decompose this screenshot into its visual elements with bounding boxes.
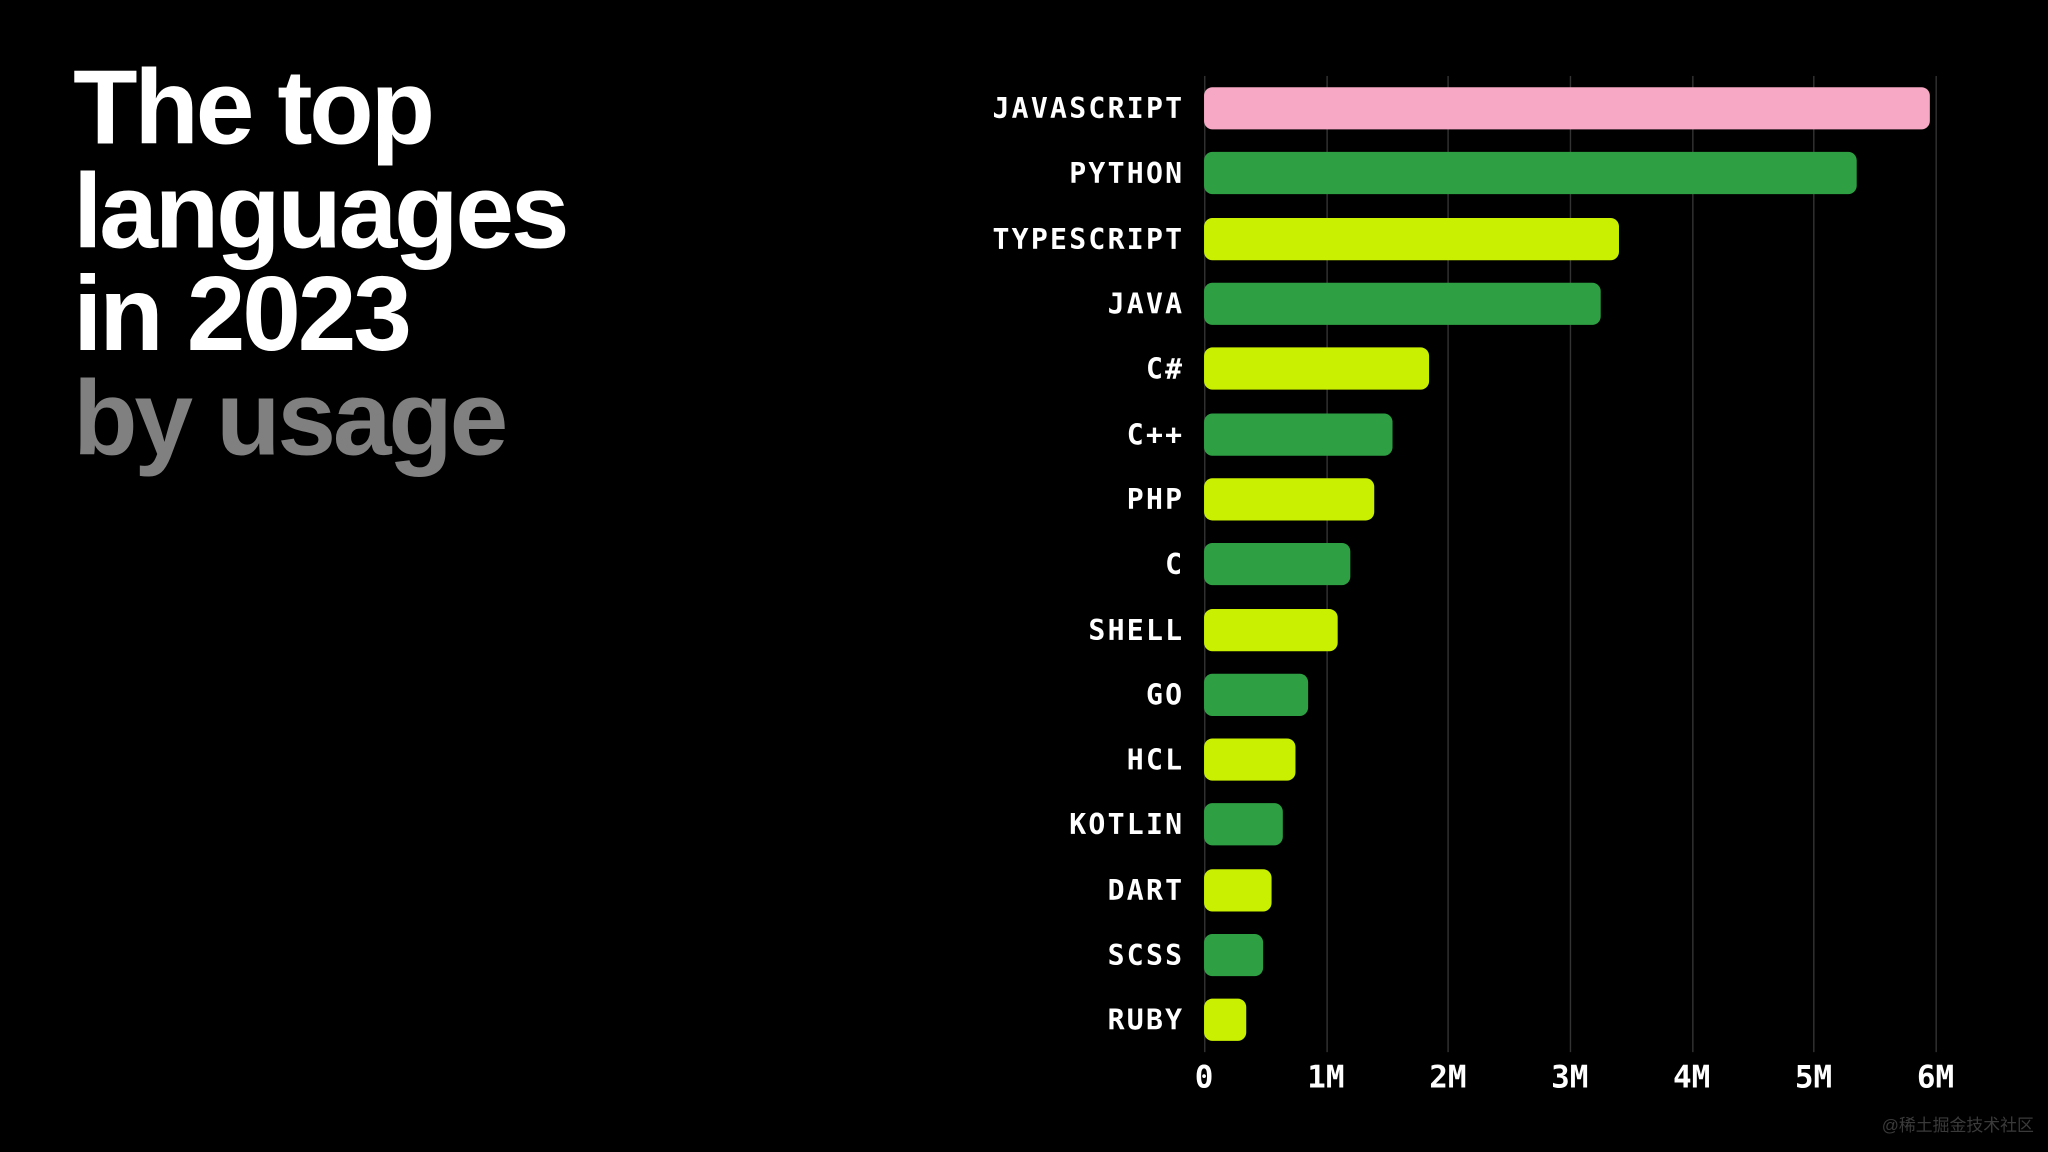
chart-row: KOTLIN	[968, 792, 1958, 857]
x-axis-tick: 2M	[1429, 1061, 1466, 1096]
bar-track	[1204, 597, 1958, 662]
bar-track	[1204, 336, 1958, 401]
bar-track	[1204, 727, 1958, 792]
category-label: PYTHON	[968, 157, 1204, 191]
chart-row: SHELL	[968, 597, 1958, 662]
category-label: C	[968, 547, 1204, 581]
chart-row: TYPESCRIPT	[968, 206, 1958, 271]
bar	[1204, 218, 1618, 260]
bar-track	[1204, 467, 1958, 532]
chart-row: DART	[968, 857, 1958, 922]
bar-track	[1204, 141, 1958, 206]
bar	[1204, 153, 1856, 195]
x-axis-tick: 5M	[1795, 1061, 1832, 1096]
bar-track	[1204, 792, 1958, 857]
category-label: KOTLIN	[968, 808, 1204, 842]
category-label: GO	[968, 678, 1204, 712]
x-axis-tick: 0	[1195, 1061, 1214, 1096]
title-line-1: The top	[73, 56, 566, 159]
watermark: @稀土掘金技术社区	[1882, 1113, 2034, 1137]
bar-track	[1204, 206, 1958, 271]
bar	[1204, 348, 1430, 390]
bar-track	[1204, 402, 1958, 467]
x-axis-tick: 6M	[1917, 1061, 1954, 1096]
bar	[1204, 543, 1350, 585]
bar	[1204, 739, 1295, 781]
bar	[1204, 413, 1393, 455]
category-label: C#	[968, 352, 1204, 386]
bar	[1204, 934, 1263, 976]
bar-track	[1204, 988, 1958, 1053]
x-axis: 0 1M 2M 3M 4M 5M 6M	[968, 1061, 1958, 1103]
category-label: SHELL	[968, 613, 1204, 647]
bar	[1204, 478, 1375, 520]
bar	[1204, 804, 1283, 846]
bar-track	[1204, 271, 1958, 336]
x-axis-tick: 1M	[1307, 1061, 1344, 1096]
category-label: RUBY	[968, 1003, 1204, 1037]
bar-track	[1204, 857, 1958, 922]
category-label: DART	[968, 873, 1204, 907]
chart-row: PHP	[968, 467, 1958, 532]
bar	[1204, 608, 1338, 650]
title-line-2: languages	[73, 160, 566, 263]
bar	[1204, 999, 1247, 1041]
chart-row: C	[968, 532, 1958, 597]
category-label: TYPESCRIPT	[968, 222, 1204, 256]
bar	[1204, 673, 1308, 715]
category-label: SCSS	[968, 938, 1204, 972]
category-label: JAVA	[968, 287, 1204, 321]
bar-track	[1204, 662, 1958, 727]
bar-track	[1204, 76, 1958, 141]
chart-row: HCL	[968, 727, 1958, 792]
chart-row: SCSS	[968, 923, 1958, 988]
bar	[1204, 283, 1600, 325]
chart-row: JAVASCRIPT	[968, 76, 1958, 141]
chart-row: GO	[968, 662, 1958, 727]
bar-track	[1204, 532, 1958, 597]
title-line-4: by usage	[73, 366, 566, 469]
bar	[1204, 87, 1929, 129]
category-label: PHP	[968, 482, 1204, 516]
bar-chart: JAVASCRIPTPYTHONTYPESCRIPTJAVAC#C++PHPCS…	[968, 76, 1958, 1103]
x-axis-tick: 4M	[1673, 1061, 1710, 1096]
chart-title: The top languages in 2023 by usage	[73, 56, 566, 470]
bar-track	[1204, 923, 1958, 988]
bar	[1204, 869, 1271, 911]
chart-row: C#	[968, 336, 1958, 401]
x-axis-tick: 3M	[1551, 1061, 1588, 1096]
chart-row: PYTHON	[968, 141, 1958, 206]
category-label: JAVASCRIPT	[968, 92, 1204, 126]
chart-row: RUBY	[968, 988, 1958, 1053]
category-label: HCL	[968, 743, 1204, 777]
chart-row: JAVA	[968, 271, 1958, 336]
chart-row: C++	[968, 402, 1958, 467]
category-label: C++	[968, 417, 1204, 451]
title-line-3: in 2023	[73, 263, 566, 366]
